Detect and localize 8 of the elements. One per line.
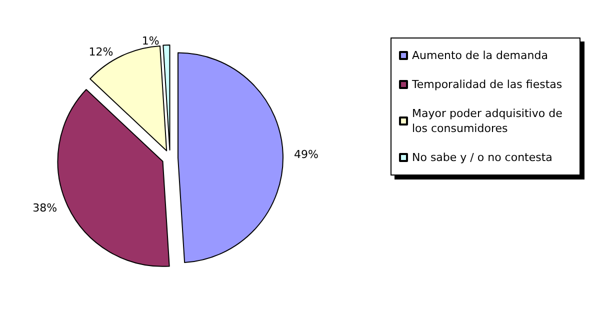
data-label: 12%: [88, 46, 114, 59]
data-label: 49%: [294, 148, 318, 161]
legend-label: Aumento de la demanda: [412, 49, 548, 62]
data-label: 1%: [142, 34, 160, 48]
legend-label: Mayor poder adquisitivo de los consumidores: [412, 107, 566, 135]
data-label: 38%: [32, 201, 58, 214]
legend-label: Temporalidad de las fiestas: [411, 78, 562, 91]
legend-label: No sabe y / o no contesta: [412, 151, 552, 164]
